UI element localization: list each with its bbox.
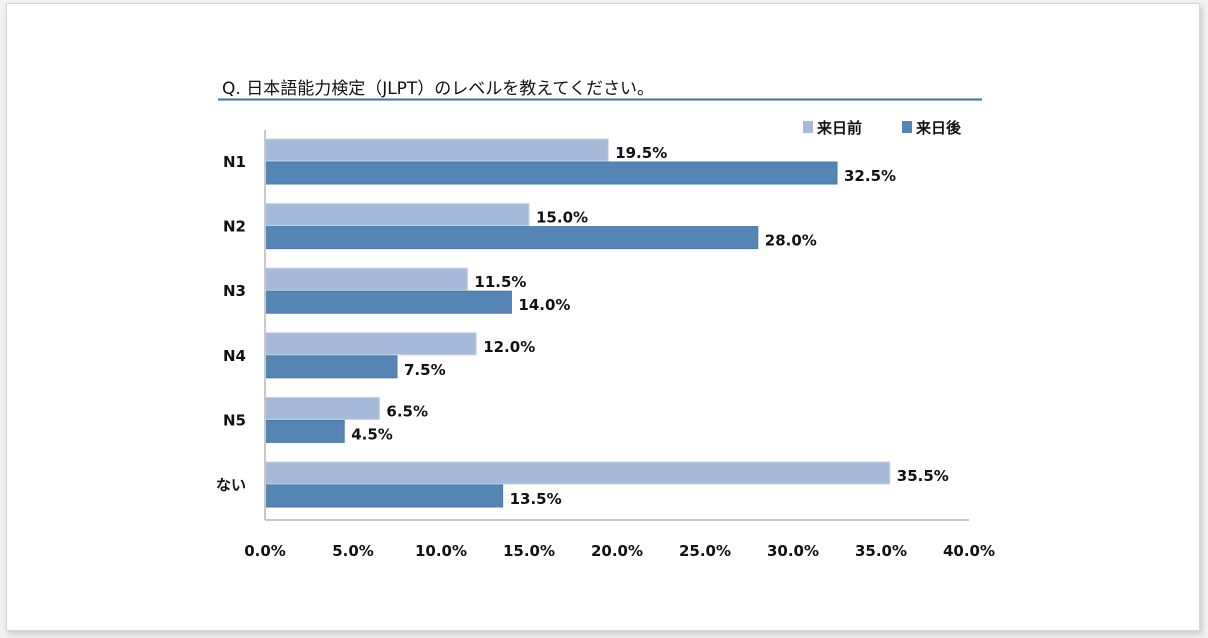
category-label: ない xyxy=(216,476,246,494)
x-tick-label: 35.0% xyxy=(855,542,907,560)
legend-label-after: 来日後 xyxy=(915,119,962,137)
x-tick-label: 10.0% xyxy=(415,542,467,560)
category-label: N5 xyxy=(223,411,246,429)
data-label: 11.5% xyxy=(474,273,526,291)
legend: 来日前 来日後 xyxy=(803,119,962,137)
data-label: 13.5% xyxy=(510,490,562,508)
data-label: 32.5% xyxy=(844,167,896,185)
data-label: 7.5% xyxy=(404,361,446,379)
bar-after xyxy=(264,290,512,314)
x-tick-label: 15.0% xyxy=(503,542,555,560)
legend-label-before: 来日前 xyxy=(816,119,862,137)
category-label: N2 xyxy=(223,218,246,236)
bar-before xyxy=(264,138,609,162)
data-label: 15.0% xyxy=(536,209,588,227)
x-tick-label: 5.0% xyxy=(332,542,374,560)
x-tick-label: 25.0% xyxy=(679,542,731,560)
category-label: N4 xyxy=(223,347,246,365)
category-label: N1 xyxy=(223,153,246,171)
x-tick-label: 20.0% xyxy=(591,542,643,560)
bar-after xyxy=(264,226,759,250)
data-label: 6.5% xyxy=(386,402,428,420)
data-label: 12.0% xyxy=(483,338,535,356)
bar-after xyxy=(264,355,398,379)
legend-swatch-before xyxy=(803,121,813,133)
bar-after xyxy=(264,419,345,443)
bar-before xyxy=(264,396,380,420)
bar-after xyxy=(264,161,838,185)
chart-title: Q. 日本語能力検定（JLPT）のレベルを教えてください。 xyxy=(222,79,654,99)
x-tick-label: 40.0% xyxy=(943,542,995,560)
chart-card xyxy=(6,3,1200,631)
data-label: 14.0% xyxy=(518,296,570,314)
data-label: 4.5% xyxy=(351,425,393,443)
data-label: 35.5% xyxy=(897,467,949,485)
legend-swatch-after xyxy=(902,121,912,133)
bar-before xyxy=(264,203,530,227)
category-label: N3 xyxy=(223,282,246,300)
data-label: 19.5% xyxy=(615,144,667,162)
bar-before xyxy=(264,461,891,485)
bar-before xyxy=(264,267,468,291)
bar-before xyxy=(264,332,477,356)
x-tick-label: 30.0% xyxy=(767,542,819,560)
x-tick-label: 0.0% xyxy=(244,542,286,560)
data-label: 28.0% xyxy=(765,232,817,250)
bar-after xyxy=(264,484,504,508)
